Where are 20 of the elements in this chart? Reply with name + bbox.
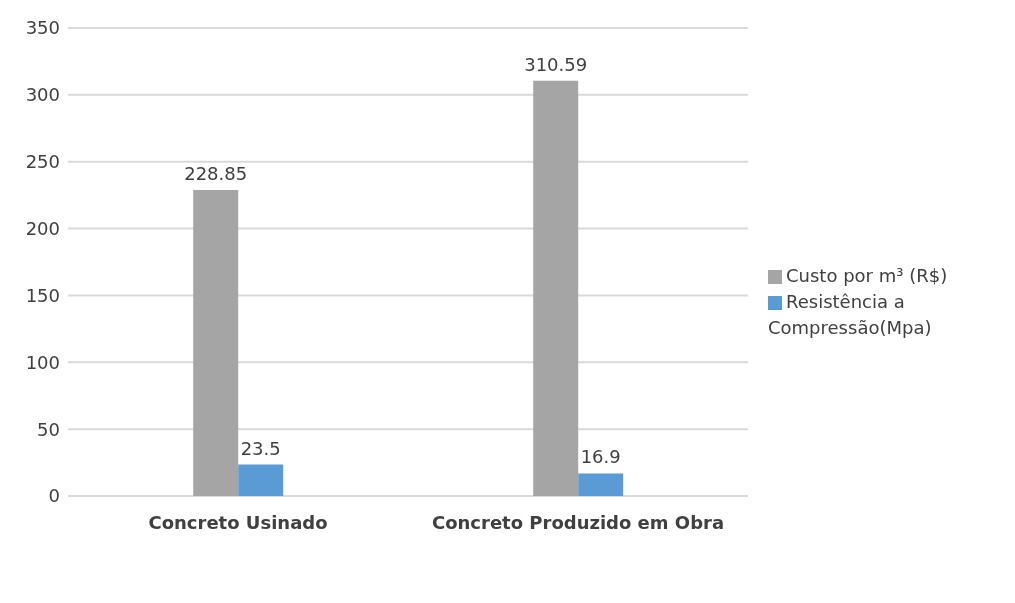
y-tick-label: 200 — [25, 217, 60, 239]
y-tick-label: 100 — [25, 351, 60, 373]
bar — [533, 80, 579, 496]
x-tick-label: Concreto Produzido em Obra — [431, 511, 725, 533]
data-label: 310.59 — [524, 53, 588, 75]
y-tick-label: 150 — [25, 284, 60, 306]
legend-label: Custo por m³ (R$) — [786, 265, 948, 286]
y-tick-label: 300 — [25, 84, 60, 106]
bar — [193, 189, 239, 496]
data-label: 16.9 — [580, 446, 621, 468]
x-tick-label: Concreto Usinado — [148, 511, 328, 533]
legend-label: Resistência a Compressão(Mpa) — [768, 291, 932, 338]
bar — [238, 464, 284, 496]
y-tick-label: 350 — [25, 17, 60, 39]
bar — [578, 473, 624, 496]
y-tick-label: 250 — [25, 151, 60, 173]
data-label: 228.85 — [184, 162, 248, 184]
y-tick-label: 50 — [37, 418, 60, 440]
data-label: 23.5 — [240, 437, 281, 459]
y-tick-label: 0 — [48, 485, 60, 507]
